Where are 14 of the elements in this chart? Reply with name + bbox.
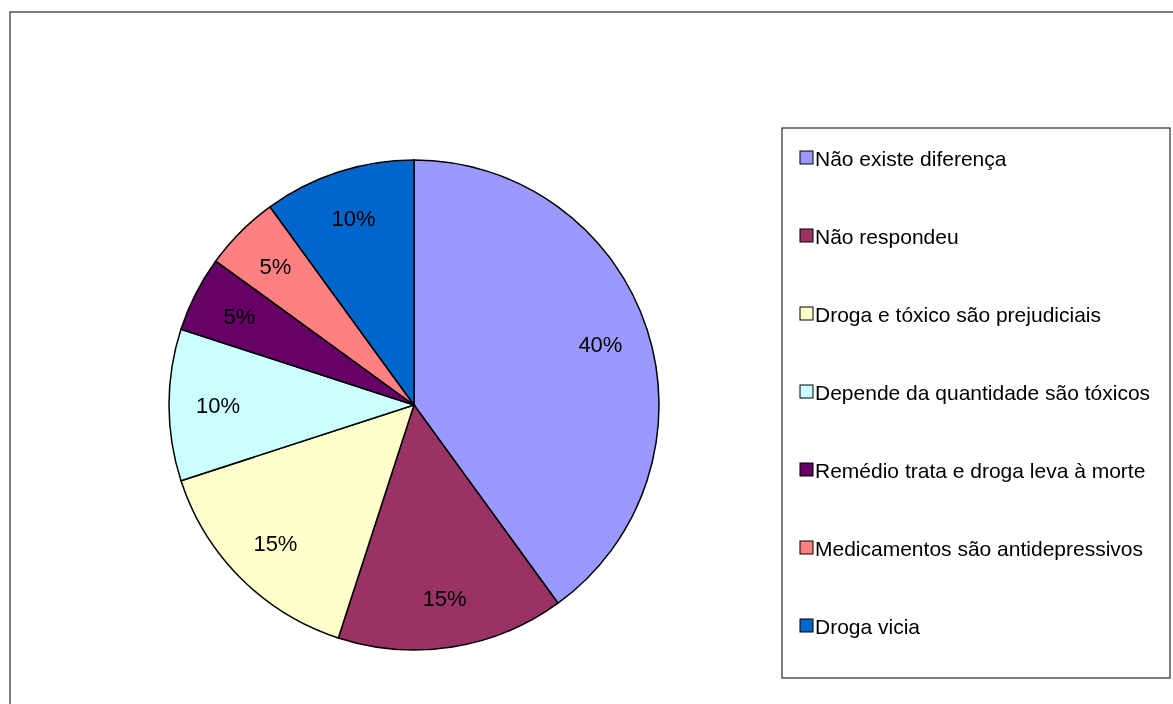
data-label: 15% — [253, 531, 298, 557]
data-label: 5% — [259, 253, 292, 279]
data-label: 10% — [195, 392, 241, 418]
legend-label: Droga vicia — [815, 614, 921, 638]
legend-label: Não respondeu — [815, 224, 959, 248]
legend-label: Não existe diferença — [815, 146, 1007, 170]
data-label: 40% — [578, 331, 623, 357]
legend-label: Medicamentos são antidepressivos — [815, 536, 1144, 560]
data-label: 10% — [331, 206, 376, 232]
data-label: 5% — [223, 303, 256, 329]
legend-label: Remédio trata e droga leva à morte — [815, 458, 1146, 482]
data-label: 15% — [422, 586, 467, 612]
legend-label: Depende da quantidade são tóxicos — [815, 380, 1151, 404]
legend-label: Droga e tóxico são prejudiciais — [815, 302, 1101, 326]
